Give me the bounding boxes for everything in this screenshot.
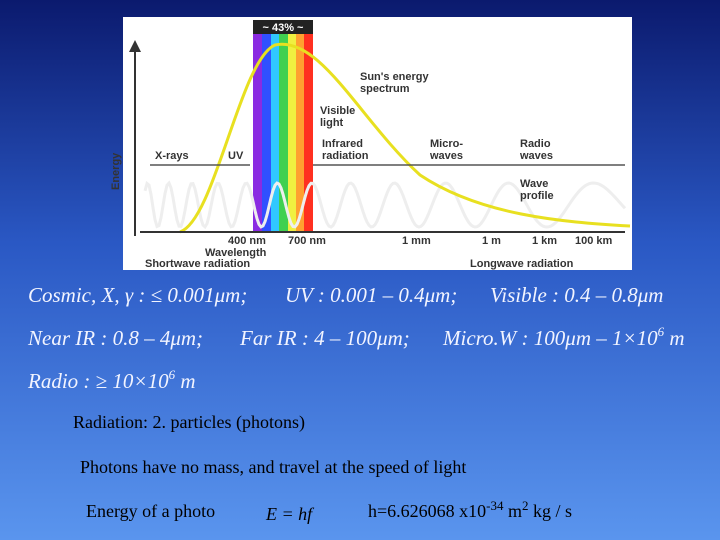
equation: Near IR : 0.8 – 4μm; — [27, 326, 203, 350]
figure-label: waves — [429, 150, 463, 162]
body-line: Radiation: 2. particles (photons) — [73, 412, 305, 433]
equation: Far IR : 4 – 100μm; — [239, 326, 410, 350]
equation: Visible : 0.4 – 0.8μm — [490, 283, 663, 307]
wavelength-tick: 1 m — [482, 235, 501, 247]
wavelength-tick: 400 nm — [228, 235, 266, 247]
formula: E = hf — [265, 504, 315, 524]
spectrum-figure: ~ 43% ~ Energy Sun's energy spectrum Vis… — [110, 17, 632, 270]
equation: Radio : ≥ 10×106 m — [27, 367, 196, 393]
figure-label: UV — [228, 150, 244, 162]
equation: UV : 0.001 – 0.4μm; — [285, 283, 457, 307]
figure-label: Sun's energy — [360, 71, 430, 83]
visible-band — [253, 33, 313, 233]
figure-label: Wave — [520, 178, 548, 190]
figure-label: waves — [519, 150, 553, 162]
share-band — [253, 20, 313, 34]
equation: Cosmic, X, γ : ≤ 0.001μm; — [28, 283, 247, 307]
figure-label: Micro- — [430, 138, 463, 150]
wavelength-tick: 1 mm — [402, 235, 431, 247]
sun-spectrum-curve — [179, 42, 631, 234]
shortwave-label: Shortwave radiation — [145, 258, 250, 270]
equation: Micro.W : 100μm – 1×106 m — [442, 324, 685, 350]
figure-label: spectrum — [360, 83, 410, 95]
figure-label: radiation — [322, 150, 369, 162]
share-label: ~ 43% ~ — [263, 22, 305, 34]
figure-label: Radio — [520, 138, 551, 150]
wavelength-tick: 100 km — [575, 235, 613, 247]
figure-label: Infrared — [322, 138, 363, 150]
planck-constant: h=6.626068 x10-34 m2 kg / s — [368, 498, 572, 521]
figure-label: X-rays — [155, 150, 189, 162]
energy-label: Energy — [110, 152, 122, 190]
figure-label: light — [320, 117, 344, 129]
figure-label: Visible — [320, 105, 355, 117]
wavelength-label: Wavelength — [205, 247, 267, 259]
figure-label: profile — [520, 190, 554, 202]
wave-profile — [143, 180, 627, 230]
body-line: Energy of a photo — [86, 501, 215, 521]
wavelength-tick: 700 nm — [288, 235, 326, 247]
body-line: Photons have no mass, and travel at the … — [80, 457, 466, 477]
longwave-label: Longwave radiation — [470, 258, 574, 270]
wavelength-tick: 1 km — [532, 235, 557, 247]
arrow-head — [129, 40, 141, 52]
